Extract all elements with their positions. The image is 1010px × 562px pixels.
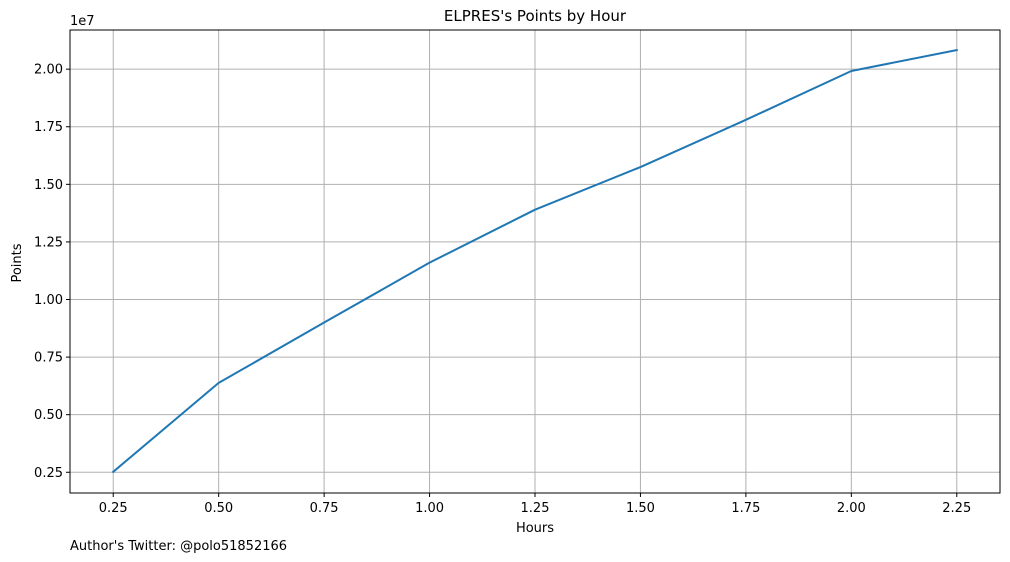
x-tick-label: 0.50 xyxy=(204,501,233,516)
grid-lines xyxy=(70,30,1000,493)
x-tick-label: 2.00 xyxy=(837,501,866,516)
y-tick-label: 1.50 xyxy=(34,178,63,193)
x-tick-label: 1.25 xyxy=(521,501,550,516)
y-tick-label: 0.75 xyxy=(34,351,63,366)
y-tick-label: 0.50 xyxy=(34,408,63,423)
x-tick-label: 2.25 xyxy=(942,501,971,516)
x-axis-ticks: 0.25 0.50 0.75 1.00 1.25 1.50 1.75 2.00 2.25 xyxy=(99,493,971,516)
series-line xyxy=(111,48,958,474)
y-tick-label: 1.00 xyxy=(34,293,63,308)
y-axis-label: Points xyxy=(10,243,25,282)
x-axis-label: Hours xyxy=(516,521,554,536)
author-credit: Author's Twitter: @polo51852166 xyxy=(70,539,287,554)
y-axis-offset-label: 1e7 xyxy=(70,14,95,29)
x-tick-label: 0.75 xyxy=(310,501,339,516)
x-tick-label: 1.50 xyxy=(626,501,655,516)
x-tick-label: 0.25 xyxy=(99,501,128,516)
y-axis-ticks: 0.25 0.50 0.75 1.00 1.25 1.50 1.75 2.00 xyxy=(34,63,70,481)
y-tick-label: 2.00 xyxy=(34,63,63,78)
y-tick-label: 1.75 xyxy=(34,120,63,135)
y-tick-label: 1.25 xyxy=(34,235,63,250)
y-tick-label: 0.25 xyxy=(34,466,63,481)
chart-title: ELPRES's Points by Hour xyxy=(444,7,627,25)
series-layer xyxy=(111,48,958,474)
x-tick-label: 1.75 xyxy=(731,501,760,516)
x-tick-label: 1.00 xyxy=(415,501,444,516)
